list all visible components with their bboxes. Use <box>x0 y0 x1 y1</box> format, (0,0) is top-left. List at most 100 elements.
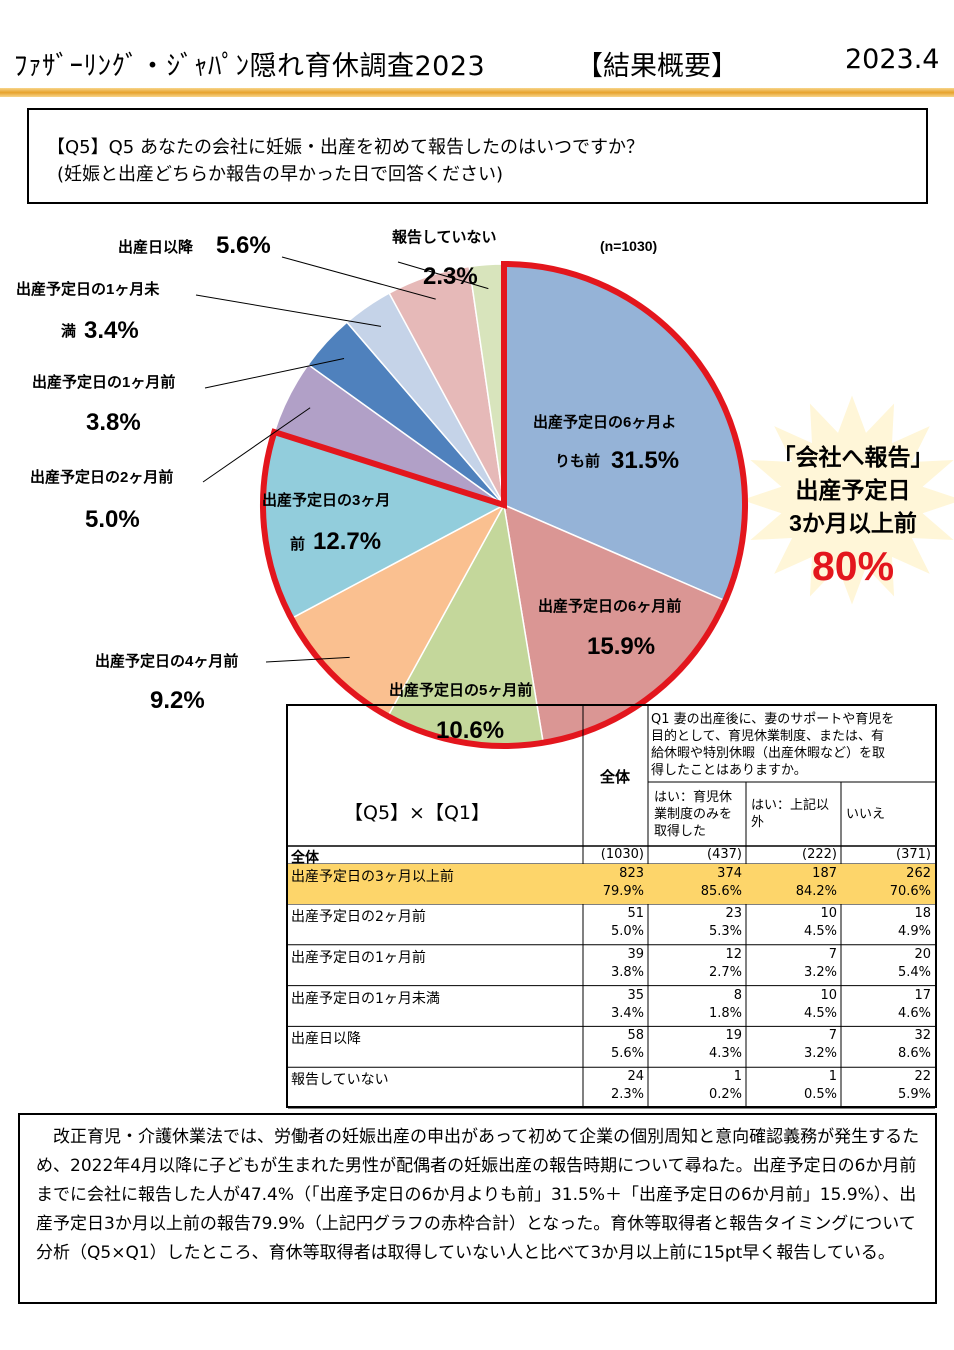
count-cell: 19 <box>725 1028 742 1044</box>
leader-line-2m <box>202 407 311 483</box>
row-label: 出産予定日の2ヶ月前 <box>291 909 426 925</box>
col-header-other-1: はい：上記以 <box>751 798 830 813</box>
row-label: 出産予定日の1ヶ月前 <box>291 949 426 966</box>
analysis-box: 改正育児・介護休業法では、労働者の妊娠出産の申出があって初めて企業の個別周知と意… <box>18 1113 937 1304</box>
count-cell: 374 <box>717 866 742 881</box>
percent-cell: 79.9% <box>602 884 644 899</box>
crosstab-title: 【Q5】×【Q1】 <box>344 802 491 824</box>
header-rule <box>0 88 954 97</box>
percent-cell: 3.2% <box>803 964 837 980</box>
total-row-value: (222) <box>802 847 837 862</box>
count-cell: 1 <box>828 1069 837 1085</box>
leader-line-after-birth <box>281 256 436 300</box>
count-cell: 39 <box>627 946 644 962</box>
sample-size-label: (n=1030) <box>600 238 657 254</box>
row-label: 出産日以降 <box>291 1031 361 1048</box>
count-cell: 10 <box>820 906 837 921</box>
summary-label: 【結果概要】 <box>576 51 738 82</box>
question-box: 【Q5】Q5 あなたの会社に妊娠・出産を初めて報告したのはいつですか？ (妊娠と… <box>27 108 928 204</box>
callout-value: 80% <box>811 543 895 589</box>
percent-cell: 0.5% <box>803 1087 837 1103</box>
analysis-text: 改正育児・介護休業法では、労働者の妊娠出産の申出があって初めて企業の個別周知と意… <box>36 1127 920 1263</box>
slice-value-not-reported: 2.3% <box>423 263 478 290</box>
percent-cell: 5.6% <box>610 1046 644 1062</box>
count-cell: 24 <box>627 1069 644 1085</box>
slice-label-under-1m-line1: 出産予定日の1ヶ月未 <box>16 280 160 298</box>
percent-cell: 5.3% <box>708 924 742 939</box>
count-cell: 7 <box>828 1028 837 1044</box>
total-row-value: (437) <box>707 847 742 862</box>
slice-value-under-1m: 3.4% <box>84 317 139 344</box>
question-line-1: 【Q5】Q5 あなたの会社に妊娠・出産を初めて報告したのはいつですか？ <box>47 137 644 158</box>
percent-cell: 2.7% <box>708 964 742 980</box>
percent-cell: 4.3% <box>708 1046 742 1062</box>
callout-line-1: 「会社へ報告」 <box>772 444 934 470</box>
callout: 「会社へ報告」 出産予定日 3か月以上前 80% <box>758 441 948 592</box>
count-cell: 32 <box>914 1028 931 1044</box>
q1-header-line-2: 目的として、育児休業制度、または、有 <box>651 729 884 744</box>
percent-cell: 4.5% <box>803 1005 837 1021</box>
slice-label-3m-line1: 出産予定日の3ヶ月 <box>262 491 390 509</box>
percent-cell: 3.2% <box>803 1046 837 1062</box>
slice-value-4m: 9.2% <box>150 687 205 714</box>
slice-value-2m: 5.0% <box>85 506 140 533</box>
slice-value-1m: 3.8% <box>86 409 141 436</box>
count-cell: 7 <box>828 946 837 962</box>
slice-label-5m: 出産予定日の5ヶ月前 <box>389 681 532 699</box>
leader-line-under-1m <box>195 294 382 327</box>
count-cell: 8 <box>733 987 742 1003</box>
total-column-header: 全体 <box>600 768 631 786</box>
leader-line-not-reported <box>397 261 489 290</box>
starburst-shape <box>742 395 954 605</box>
count-cell: 20 <box>914 946 931 962</box>
percent-cell: 5.4% <box>897 964 931 980</box>
percent-cell: 4.9% <box>897 924 931 939</box>
percent-cell: 3.4% <box>610 1005 644 1021</box>
pie-chart: (n=1030) 出産予定日の6ヶ月よ りも前 31.5% 出産予定日の6ヶ月前… <box>16 228 954 749</box>
callout-line-3: 3か月以上前 <box>789 510 917 536</box>
col-header-other-2: 外 <box>751 815 765 830</box>
percent-cell: 70.6% <box>889 884 931 899</box>
percent-cell: 1.8% <box>708 1005 742 1021</box>
highlight-row <box>288 864 935 904</box>
count-cell: 17 <box>914 987 931 1003</box>
slice-label-6m: 出産予定日の6ヶ月前 <box>538 597 681 615</box>
slice-value-6m-before: 31.5% <box>611 447 679 474</box>
col-header-no: いいえ <box>846 807 886 822</box>
slice-label-under-1m-line2: 満 <box>61 322 76 340</box>
slice-label-after-birth: 出産日以降 <box>118 238 194 256</box>
percent-cell: 84.2% <box>795 884 837 899</box>
total-row-value: (371) <box>896 847 931 862</box>
count-cell: 35 <box>627 987 644 1003</box>
count-cell: 1 <box>733 1069 742 1085</box>
leader-line-4m <box>265 656 350 663</box>
count-cell: 187 <box>812 866 837 881</box>
percent-cell: 5.9% <box>897 1087 931 1103</box>
slice-label-1m: 出産予定日の1ヶ月前 <box>32 373 175 391</box>
count-cell: 823 <box>619 866 644 881</box>
report-title: ﾌｧｻﾞｰﾘﾝｸﾞ・ｼﾞｬﾊﾟﾝ隠れ育休調査2023 <box>14 51 486 82</box>
slice-label-4m: 出産予定日の4ヶ月前 <box>95 652 238 670</box>
crosstab-table: 【Q5】×【Q1】 全体 Q1 妻の出産後に、妻のサポートや育児を 目的として、… <box>286 704 937 1109</box>
highlight-outline <box>260 260 748 749</box>
slice-value-3m: 12.7% <box>313 528 381 555</box>
row-label: 出産予定日の3ヶ月以上前 <box>291 869 454 885</box>
percent-cell: 5.0% <box>610 924 644 939</box>
slice-label-not-reported: 報告していない <box>392 228 497 246</box>
q1-header-line-1: Q1 妻の出産後に、妻のサポートや育児を <box>651 712 895 727</box>
col-header-leave-only-3: 取得した <box>654 824 707 839</box>
total-row-value: (1030) <box>600 847 644 862</box>
slice-value-6m: 15.9% <box>587 633 655 660</box>
question-line-2: (妊娠と出産どちらか報告の早かった日で回答ください) <box>57 164 504 185</box>
slice-value-5m: 10.6% <box>436 717 504 744</box>
percent-cell: 85.6% <box>700 884 742 899</box>
percent-cell: 8.6% <box>897 1046 931 1062</box>
slice-value-after-birth: 5.6% <box>216 232 271 259</box>
callout-line-2: 出産予定日 <box>795 477 911 503</box>
count-cell: 51 <box>627 906 644 921</box>
percent-cell: 3.8% <box>610 964 644 980</box>
row-label: 出産予定日の1ヶ月未満 <box>291 990 440 1007</box>
q1-header-line-3: 給休暇や特別休暇（出産休暇など）を取 <box>651 746 886 761</box>
total-row-label: 全体 <box>291 850 319 866</box>
leader-line-1m <box>204 358 345 389</box>
